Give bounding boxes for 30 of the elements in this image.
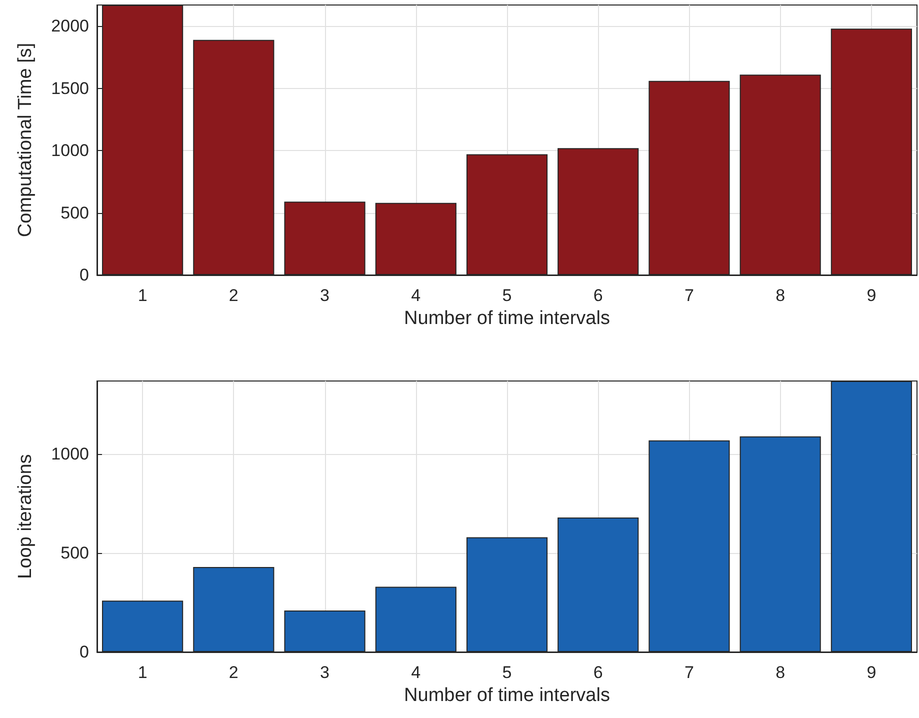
y-tick-label: 0 — [80, 266, 89, 284]
x-tick-label: 2 — [228, 286, 238, 305]
x-tick-label: 2 — [228, 663, 238, 682]
x-tick-label: 4 — [411, 663, 421, 682]
x-tick-label: 3 — [320, 663, 330, 682]
y-tick-label: 1000 — [51, 444, 89, 464]
x-tick-label: 1 — [138, 286, 148, 305]
x-tick-label: 4 — [411, 286, 421, 305]
x-tick-label: 8 — [776, 286, 786, 305]
x-tick-label: 8 — [776, 663, 786, 682]
x-tick-label: 5 — [502, 663, 512, 682]
x-tick-label: 5 — [502, 286, 512, 305]
x-axis-title: Number of time intervals — [404, 685, 610, 706]
y-tick-label: 1500 — [51, 78, 89, 98]
x-tick-label: 1 — [138, 663, 148, 682]
y-tick-label: 500 — [60, 203, 89, 222]
y-tick-label: 2000 — [51, 16, 89, 36]
x-tick-label: 7 — [684, 663, 694, 682]
y-tick-label: 1000 — [51, 141, 89, 160]
x-tick-label: 7 — [684, 286, 694, 305]
x-tick-label: 3 — [320, 286, 330, 305]
y-tick-label: 500 — [60, 544, 89, 563]
x-axis-title: Number of time intervals — [404, 308, 610, 329]
y-axis-title: Computational Time [s] — [15, 42, 36, 238]
y-tick-label: 0 — [80, 642, 89, 662]
y-axis-title: Loop iterations — [15, 454, 36, 579]
x-tick-label: 9 — [866, 663, 876, 682]
x-tick-label: 6 — [593, 286, 603, 305]
x-tick-label: 6 — [593, 663, 603, 682]
x-tick-label: 9 — [866, 286, 876, 305]
